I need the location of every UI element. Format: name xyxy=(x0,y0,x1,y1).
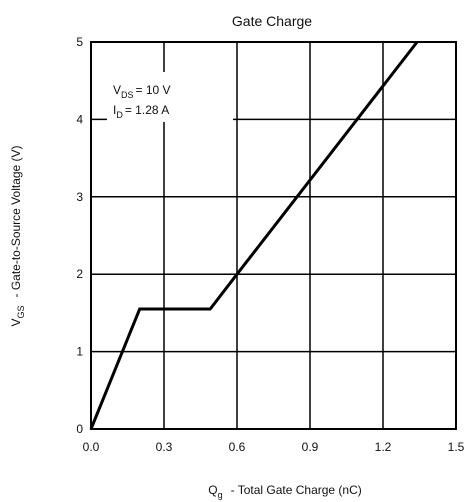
x-tick-label: 0.0 xyxy=(83,440,100,454)
y-tick-label: 4 xyxy=(76,112,83,126)
x-tick-label: 1.2 xyxy=(375,440,392,454)
x-tick-label: 0.3 xyxy=(156,440,173,454)
annotation-box xyxy=(107,72,233,122)
annotation-id: ID = 1.28 A xyxy=(113,103,169,120)
y-tick-labels: 0 1 2 3 4 5 xyxy=(76,35,83,436)
annotation-vds: VDS = 10 V xyxy=(113,83,171,100)
grid-lines xyxy=(91,42,456,429)
x-tick-label: 0.6 xyxy=(229,440,246,454)
x-tick-labels: 0.0 0.3 0.6 0.9 1.2 1.5 xyxy=(83,440,465,454)
x-axis-label: Qg - Total Gate Charge (nC) xyxy=(208,483,362,500)
plot-frame xyxy=(90,41,457,430)
x-tick-label: 0.9 xyxy=(302,440,319,454)
y-tick-label: 2 xyxy=(76,267,83,281)
y-tick-label: 3 xyxy=(76,190,83,204)
y-axis-label: VGS- Gate-to-Source Voltage (V) xyxy=(9,145,26,326)
x-tick-label: 1.5 xyxy=(448,440,465,454)
gate-charge-curve xyxy=(89,41,419,430)
y-tick-label: 0 xyxy=(76,422,83,436)
y-tick-label: 5 xyxy=(76,35,83,49)
chart-title: Gate Charge xyxy=(232,13,312,29)
y-tick-label: 1 xyxy=(76,345,83,359)
